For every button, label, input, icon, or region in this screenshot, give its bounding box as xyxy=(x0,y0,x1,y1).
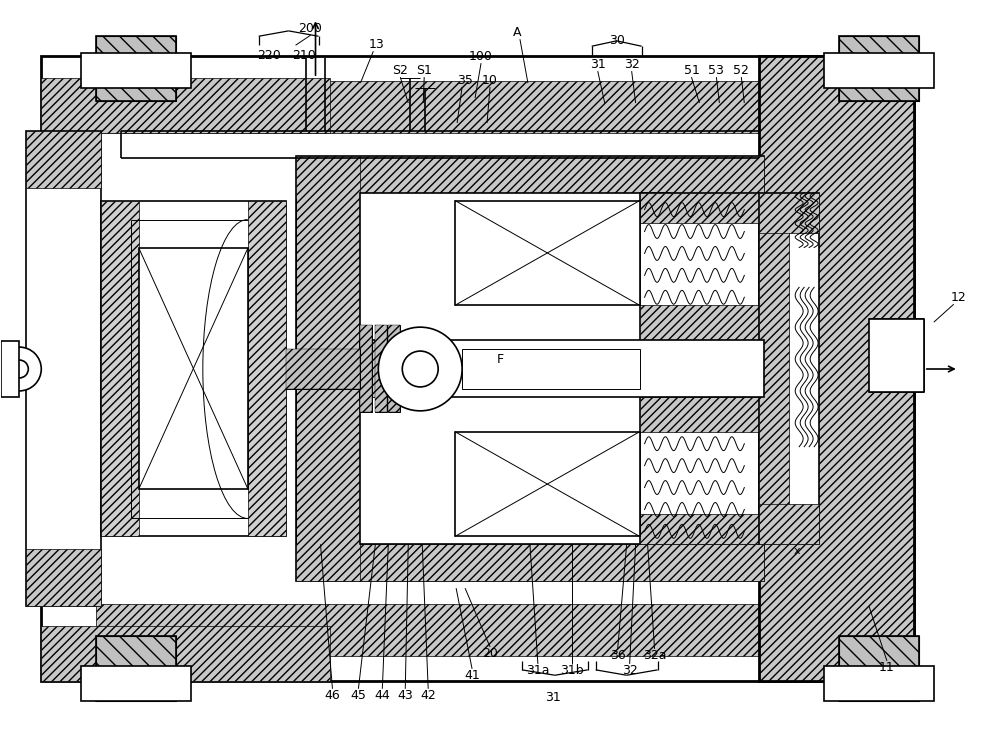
Bar xyxy=(640,514,759,545)
Bar xyxy=(839,636,919,701)
Bar xyxy=(839,636,919,701)
Text: x: x xyxy=(794,546,800,556)
Bar xyxy=(296,156,764,192)
Bar xyxy=(248,200,286,537)
Text: 43: 43 xyxy=(397,689,413,702)
Text: 46: 46 xyxy=(325,689,340,702)
Text: 32: 32 xyxy=(624,57,640,71)
Text: 10: 10 xyxy=(482,74,498,86)
Bar xyxy=(462,349,640,389)
Bar xyxy=(759,56,914,681)
Bar xyxy=(388,325,400,412)
Bar xyxy=(26,131,101,188)
Bar xyxy=(839,36,919,101)
Text: 31: 31 xyxy=(590,57,606,71)
Text: 30: 30 xyxy=(609,34,625,46)
Bar xyxy=(96,36,176,101)
Bar xyxy=(26,131,101,606)
Bar xyxy=(286,349,360,389)
Text: F: F xyxy=(496,352,504,366)
Bar xyxy=(455,200,640,305)
Bar xyxy=(759,192,819,232)
Bar xyxy=(640,192,759,223)
Bar xyxy=(869,319,924,392)
Bar xyxy=(41,626,330,681)
Circle shape xyxy=(10,360,28,378)
Text: 52: 52 xyxy=(733,63,749,77)
Bar xyxy=(41,78,330,133)
Bar xyxy=(96,81,759,133)
Text: 220: 220 xyxy=(257,49,281,62)
Text: 200: 200 xyxy=(299,22,322,35)
Bar xyxy=(41,56,914,681)
Bar xyxy=(26,549,101,606)
Bar xyxy=(96,604,759,656)
Bar xyxy=(96,636,176,701)
Text: 41: 41 xyxy=(464,669,480,682)
Text: 42: 42 xyxy=(420,689,436,702)
Text: 31: 31 xyxy=(545,691,561,705)
Circle shape xyxy=(0,347,41,391)
Bar xyxy=(360,325,372,412)
Bar xyxy=(759,192,819,545)
Text: A: A xyxy=(513,26,521,39)
Bar xyxy=(96,36,176,101)
Bar xyxy=(81,666,191,701)
Bar xyxy=(1,341,19,397)
Bar xyxy=(360,340,764,397)
Text: 32a: 32a xyxy=(643,649,666,663)
Circle shape xyxy=(378,327,462,411)
Bar xyxy=(101,200,286,537)
Text: 45: 45 xyxy=(350,689,366,702)
Bar xyxy=(388,325,400,412)
Text: 36: 36 xyxy=(610,649,626,663)
Bar xyxy=(759,192,789,545)
Bar xyxy=(759,505,819,545)
Text: 35: 35 xyxy=(457,74,473,86)
Circle shape xyxy=(402,351,438,387)
Bar xyxy=(400,341,440,397)
Text: 12: 12 xyxy=(951,291,967,304)
Bar xyxy=(640,305,759,340)
Bar xyxy=(96,636,176,701)
Bar xyxy=(81,53,191,88)
Bar xyxy=(286,349,360,389)
Text: S1: S1 xyxy=(416,63,432,77)
Bar xyxy=(375,325,387,412)
Bar xyxy=(296,545,764,581)
Bar xyxy=(360,192,670,545)
Text: 210: 210 xyxy=(292,49,315,62)
Text: 53: 53 xyxy=(708,63,724,77)
Text: 51: 51 xyxy=(684,63,699,77)
Text: 13: 13 xyxy=(368,38,384,51)
Bar xyxy=(824,53,934,88)
Bar xyxy=(640,397,759,432)
Bar xyxy=(296,156,360,581)
Text: 32: 32 xyxy=(622,664,638,677)
Bar xyxy=(759,56,914,681)
Text: 44: 44 xyxy=(374,689,390,702)
Bar xyxy=(824,666,934,701)
Text: 20: 20 xyxy=(482,647,498,660)
Text: S2: S2 xyxy=(392,63,408,77)
Bar xyxy=(839,36,919,101)
Bar xyxy=(139,248,248,489)
Bar xyxy=(296,156,764,581)
Bar xyxy=(375,325,387,412)
Text: 11: 11 xyxy=(879,661,895,674)
Text: 31a: 31a xyxy=(526,664,550,677)
Bar xyxy=(101,200,139,537)
Bar xyxy=(455,432,640,537)
Bar xyxy=(360,340,425,397)
Bar xyxy=(360,325,372,412)
Text: 31b: 31b xyxy=(560,664,584,677)
Text: 100: 100 xyxy=(469,49,493,63)
Bar xyxy=(640,192,759,545)
